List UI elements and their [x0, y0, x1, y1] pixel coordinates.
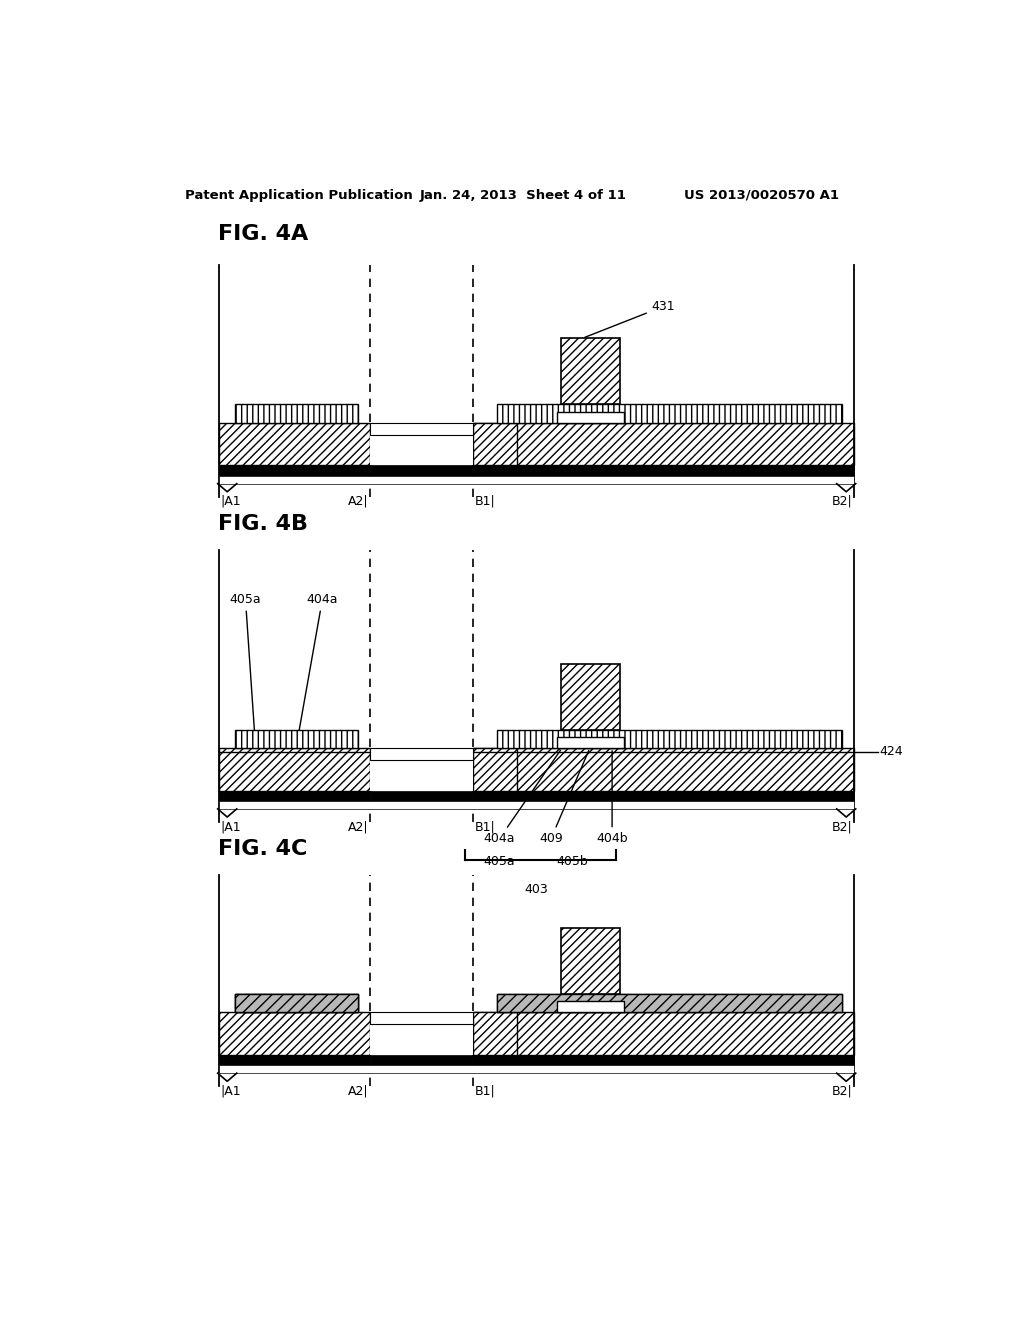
Text: |A1: |A1: [221, 820, 242, 833]
Bar: [473, 1012, 517, 1055]
Text: B2|: B2|: [831, 1084, 853, 1097]
Bar: [370, 422, 473, 466]
Bar: [560, 338, 621, 404]
Text: FIG. 4B: FIG. 4B: [218, 515, 307, 535]
Bar: [557, 737, 624, 748]
Text: 405a: 405a: [229, 593, 261, 737]
Text: US 2013/0020570 A1: US 2013/0020570 A1: [684, 189, 839, 202]
Bar: [219, 748, 370, 791]
Text: B1|: B1|: [475, 820, 496, 833]
Bar: [497, 730, 842, 748]
Text: 405a: 405a: [483, 854, 515, 867]
Bar: [236, 404, 358, 422]
Text: 404a: 404a: [483, 750, 560, 845]
Text: A2|: A2|: [348, 820, 369, 833]
Bar: [497, 994, 842, 1012]
Bar: [560, 664, 621, 730]
Text: B1|: B1|: [475, 495, 496, 508]
Bar: [219, 422, 370, 466]
Bar: [473, 422, 517, 466]
Text: 404b: 404b: [596, 751, 628, 845]
Bar: [473, 748, 854, 791]
Bar: [219, 791, 370, 801]
Bar: [370, 1012, 473, 1055]
Bar: [236, 994, 358, 1012]
Text: Jan. 24, 2013  Sheet 4 of 11: Jan. 24, 2013 Sheet 4 of 11: [420, 189, 627, 202]
Text: |A1: |A1: [221, 495, 242, 508]
Bar: [219, 1055, 370, 1065]
Text: B2|: B2|: [831, 495, 853, 508]
Bar: [370, 748, 473, 791]
Text: 403: 403: [525, 883, 549, 896]
Bar: [219, 1012, 370, 1055]
Bar: [557, 1001, 624, 1012]
Text: A2|: A2|: [348, 1084, 369, 1097]
Text: B1|: B1|: [475, 1084, 496, 1097]
Text: 431: 431: [585, 300, 676, 338]
Bar: [370, 1012, 473, 1024]
Bar: [370, 791, 473, 801]
Bar: [473, 466, 854, 475]
Bar: [236, 994, 358, 1012]
Bar: [473, 1012, 854, 1055]
Bar: [473, 748, 517, 791]
Bar: [236, 994, 358, 1012]
Bar: [497, 404, 842, 422]
Text: |A1: |A1: [221, 1084, 242, 1097]
Bar: [370, 422, 473, 434]
Text: A2|: A2|: [348, 495, 369, 508]
Text: FIG. 4C: FIG. 4C: [218, 840, 307, 859]
Bar: [497, 994, 842, 1012]
Bar: [219, 1065, 854, 1073]
Text: 409: 409: [539, 751, 589, 845]
Bar: [370, 466, 473, 475]
Bar: [219, 475, 854, 483]
Bar: [236, 730, 358, 748]
Bar: [473, 422, 854, 466]
Text: FIG. 4A: FIG. 4A: [218, 224, 308, 244]
Bar: [370, 1055, 473, 1065]
Bar: [370, 748, 473, 760]
Bar: [219, 801, 854, 809]
Text: Patent Application Publication: Patent Application Publication: [185, 189, 413, 202]
Bar: [557, 412, 624, 422]
Bar: [473, 1055, 854, 1065]
Text: 404a: 404a: [299, 593, 338, 730]
Bar: [219, 466, 370, 475]
Text: 424: 424: [880, 746, 903, 759]
Bar: [560, 928, 621, 994]
Text: B2|: B2|: [831, 820, 853, 833]
Text: 405b: 405b: [556, 854, 589, 867]
Bar: [473, 791, 854, 801]
